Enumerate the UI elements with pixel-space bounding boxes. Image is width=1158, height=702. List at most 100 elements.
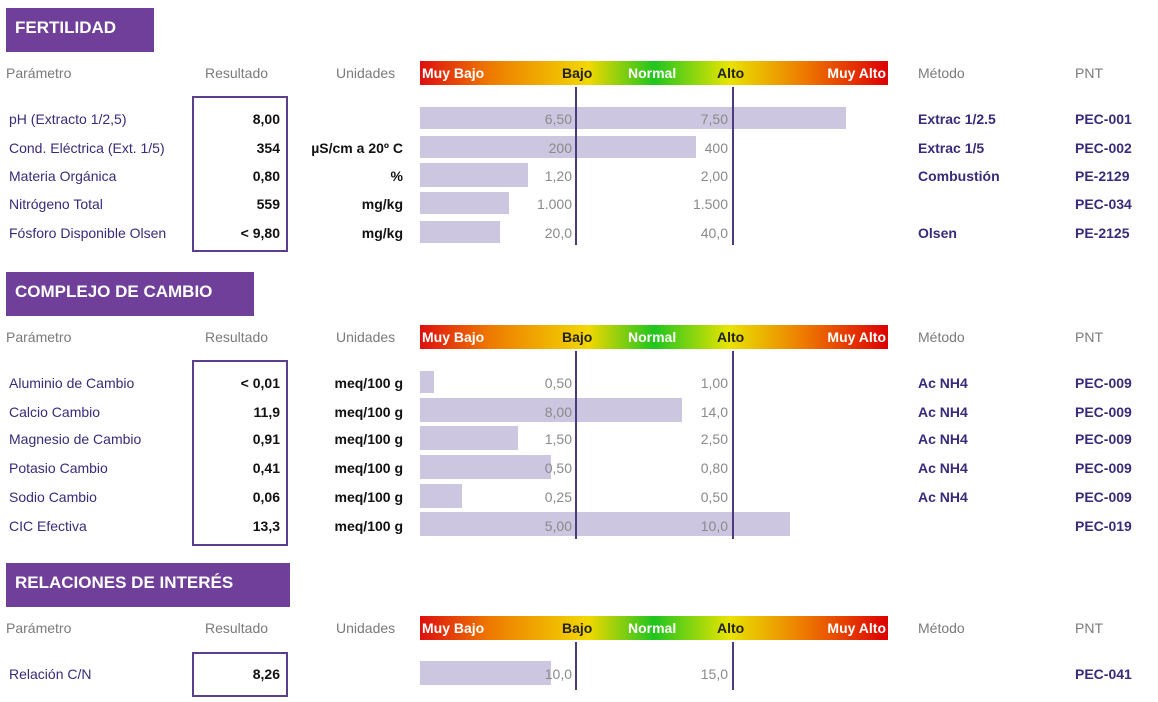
threshold-low: 5,00 bbox=[544, 518, 572, 534]
param-name: Relación C/N bbox=[9, 666, 92, 682]
pnt-code: PEC-034 bbox=[1075, 196, 1132, 212]
scale-muy-bajo: Muy Bajo bbox=[422, 620, 485, 636]
param-name: Nitrógeno Total bbox=[9, 196, 103, 212]
result-value: < 9,80 bbox=[240, 225, 280, 241]
scale-normal: Normal bbox=[628, 65, 677, 81]
param-name: Calcio Cambio bbox=[9, 404, 101, 420]
threshold-high: 10,0 bbox=[700, 518, 728, 534]
header-unidades: Unidades bbox=[336, 620, 396, 636]
param-name: pH (Extracto 1/2,5) bbox=[9, 111, 127, 127]
unit: µS/cm a 20º C bbox=[311, 140, 403, 156]
scale-muy-bajo: Muy Bajo bbox=[422, 329, 485, 345]
param-name: CIC Efectiva bbox=[9, 518, 87, 534]
scale-header: Muy Bajo Bajo Normal Alto Muy Alto bbox=[420, 61, 888, 85]
scale-bajo: Bajo bbox=[562, 65, 593, 81]
pnt-code: PE-2125 bbox=[1075, 225, 1130, 241]
param-name: Magnesio de Cambio bbox=[9, 431, 142, 447]
unit: meq/100 g bbox=[334, 431, 403, 447]
result-value: 0,41 bbox=[252, 460, 280, 476]
threshold-low: 1,20 bbox=[544, 168, 572, 184]
method: Combustión bbox=[918, 168, 1000, 184]
result-box-relaciones bbox=[192, 652, 288, 697]
method: Ac NH4 bbox=[918, 489, 968, 505]
result-box-complejo bbox=[192, 360, 288, 546]
result-value: 559 bbox=[256, 196, 280, 212]
unit: meq/100 g bbox=[334, 518, 403, 534]
result-box-fertilidad bbox=[192, 96, 288, 252]
threshold-line-high bbox=[732, 642, 734, 690]
level-bar bbox=[420, 371, 434, 393]
scale-header: Muy Bajo Bajo Normal Alto Muy Alto bbox=[420, 616, 888, 640]
param-name: Potasio Cambio bbox=[9, 460, 108, 476]
header-pnt: PNT bbox=[1075, 329, 1103, 345]
pnt-code: PEC-019 bbox=[1075, 518, 1132, 534]
pnt-code: PEC-002 bbox=[1075, 140, 1132, 156]
unit: mg/kg bbox=[361, 225, 403, 241]
scale-alto: Alto bbox=[717, 329, 745, 345]
scale-bajo: Bajo bbox=[562, 329, 593, 345]
threshold-high: 1,00 bbox=[700, 375, 728, 391]
threshold-high: 0,50 bbox=[700, 489, 728, 505]
scale-muy-alto: Muy Alto bbox=[827, 65, 886, 81]
scale-muy-bajo: Muy Bajo bbox=[422, 65, 485, 81]
threshold-line-high bbox=[732, 351, 734, 539]
header-unidades: Unidades bbox=[336, 65, 396, 81]
pnt-code: PEC-009 bbox=[1075, 489, 1132, 505]
threshold-high: 40,0 bbox=[700, 225, 728, 241]
param-name: Fósforo Disponible Olsen bbox=[9, 225, 167, 241]
scale-alto: Alto bbox=[717, 65, 745, 81]
unit: meq/100 g bbox=[334, 489, 403, 505]
threshold-line-low bbox=[575, 87, 577, 245]
unit: meq/100 g bbox=[334, 404, 403, 420]
method: Ac NH4 bbox=[918, 460, 968, 476]
level-bar bbox=[420, 398, 682, 422]
method: Extrac 1/5 bbox=[918, 140, 985, 156]
header-pnt: PNT bbox=[1075, 620, 1103, 636]
param-name: Materia Orgánica bbox=[9, 168, 117, 184]
threshold-high: 1.500 bbox=[692, 196, 728, 212]
header-resultado: Resultado bbox=[205, 620, 269, 636]
threshold-low: 0,25 bbox=[544, 489, 572, 505]
scale-muy-alto: Muy Alto bbox=[827, 620, 886, 636]
threshold-low: 1.000 bbox=[536, 196, 572, 212]
result-value: 8,00 bbox=[252, 111, 280, 127]
result-value: < 0,01 bbox=[240, 375, 280, 391]
section-title-relaciones: RELACIONES DE INTERÉS bbox=[6, 563, 290, 607]
threshold-line-low bbox=[575, 351, 577, 539]
level-bar bbox=[420, 484, 462, 508]
method: Ac NH4 bbox=[918, 404, 968, 420]
threshold-high: 0,80 bbox=[700, 460, 728, 476]
unit: mg/kg bbox=[361, 196, 403, 212]
header-parametro: Parámetro bbox=[6, 620, 72, 636]
pnt-code: PE-2129 bbox=[1075, 168, 1130, 184]
pnt-code: PEC-009 bbox=[1075, 375, 1132, 391]
header-pnt: PNT bbox=[1075, 65, 1103, 81]
threshold-high: 2,50 bbox=[700, 431, 728, 447]
scale-normal: Normal bbox=[628, 329, 677, 345]
threshold-low: 8,00 bbox=[544, 404, 572, 420]
method: Olsen bbox=[918, 225, 957, 241]
result-value: 13,3 bbox=[252, 518, 280, 534]
threshold-high: 2,00 bbox=[700, 168, 728, 184]
threshold-line-high bbox=[732, 87, 734, 245]
result-value: 11,9 bbox=[253, 404, 280, 420]
level-bar bbox=[420, 192, 509, 214]
threshold-low: 0,50 bbox=[544, 460, 572, 476]
method: Extrac 1/2.5 bbox=[918, 111, 996, 127]
threshold-low: 10,0 bbox=[544, 666, 572, 682]
method: Ac NH4 bbox=[918, 375, 968, 391]
unit: meq/100 g bbox=[334, 375, 403, 391]
scale-alto: Alto bbox=[717, 620, 745, 636]
threshold-low: 1,50 bbox=[544, 431, 572, 447]
scale-header: Muy Bajo Bajo Normal Alto Muy Alto bbox=[420, 325, 888, 349]
level-bar bbox=[420, 661, 551, 685]
header-unidades: Unidades bbox=[336, 329, 396, 345]
unit: meq/100 g bbox=[334, 460, 403, 476]
result-value: 0,91 bbox=[252, 431, 280, 447]
param-name: Cond. Eléctrica (Ext. 1/5) bbox=[9, 140, 165, 156]
level-bar bbox=[420, 455, 551, 479]
pnt-code: PEC-041 bbox=[1075, 666, 1132, 682]
pnt-code: PEC-001 bbox=[1075, 111, 1132, 127]
threshold-low: 0,50 bbox=[544, 375, 572, 391]
level-bar bbox=[420, 512, 790, 536]
